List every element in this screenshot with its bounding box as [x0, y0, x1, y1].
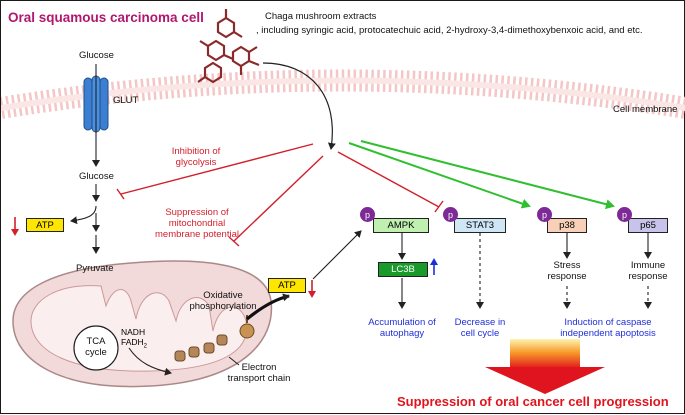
chaga-compound-structure	[197, 9, 260, 84]
outcome-cell-cycle-line1: Decrease in	[454, 317, 506, 328]
etc-label-line1: Electron	[241, 362, 277, 373]
extract-compounds: , including syringic acid, protocatechui…	[256, 25, 643, 36]
outcome-apoptosis-line2: independent apoptosis	[560, 327, 656, 339]
ampk-phospho-label: p	[364, 209, 370, 220]
nadh-fadh2-label: NADH FADH2	[121, 327, 148, 351]
atp-left-label: ATP	[36, 219, 54, 231]
downstream-arrows	[398, 233, 652, 309]
tca-label: TCA cycle	[81, 336, 111, 359]
outcome-autophagy-line2: autophagy	[379, 327, 425, 339]
glucose-intracellular-label: Glucose	[79, 171, 114, 182]
glut-label: GLUT	[113, 95, 139, 106]
lc3b-increase-arrow	[430, 258, 438, 275]
outcome-apoptosis: Induction of caspase independent apoptos…	[543, 317, 673, 340]
stat3-box: STAT3	[454, 218, 506, 233]
stress-response-line2: response	[547, 270, 587, 282]
extract-name: Chaga mushroom extracts	[265, 11, 377, 22]
p65-box: p65	[628, 218, 668, 233]
inhibition-glycolysis-label: Inhibition of glycolysis	[153, 146, 239, 169]
pyruvate-label: Pyruvate	[76, 263, 114, 274]
p65-phospho-badge: p	[617, 207, 632, 222]
stress-response-label: Stress response	[537, 260, 597, 283]
tca-label-line2: cycle	[85, 346, 107, 358]
immune-response-line2: response	[628, 270, 668, 282]
p38-label: p38	[559, 220, 575, 231]
extract-entry-arrow	[262, 62, 336, 150]
p65-label: p65	[640, 220, 656, 231]
oxphos-to-atp-arrow	[245, 293, 290, 321]
cell-membrane-label: Cell membrane	[613, 104, 678, 115]
atp-box-left: ATP	[26, 218, 64, 232]
suppression-mmp-line1: Suppression of	[165, 207, 229, 218]
stat3-phospho-label: p	[447, 209, 453, 220]
p38-phospho-badge: p	[537, 207, 552, 222]
final-outcome-arrow	[485, 339, 605, 394]
stat3-phospho-badge: p	[443, 207, 458, 222]
p65-phospho-label: p	[621, 209, 627, 220]
p38-box: p38	[547, 218, 587, 233]
suppression-mmp-line3: membrane potential	[155, 228, 239, 240]
atp-decrease-arrow-left	[11, 217, 19, 236]
ampk-label: AMPK	[387, 220, 415, 231]
oxphos-label-line1: Oxidative	[203, 290, 243, 301]
outcome-autophagy-line1: Accumulation of	[368, 317, 436, 328]
oxphos-label: Oxidative phosphorylation	[183, 290, 263, 313]
outcome-cell-cycle: Decrease in cell cycle	[440, 317, 520, 340]
final-outcome-text: Suppression of oral cancer cell progress…	[397, 394, 669, 409]
immune-response-label: Immune response	[618, 260, 678, 283]
atp-decrease-arrow-right	[308, 280, 316, 298]
inhibition-glycolysis-line1: Inhibition of	[171, 146, 221, 157]
tca-cycle	[73, 325, 119, 371]
immune-response-line1: Immune	[630, 260, 666, 271]
oxphos-label-line2: phosphorylation	[189, 300, 257, 312]
fadh2-subscript: 2	[143, 343, 148, 350]
glucose-extracellular-label: Glucose	[79, 50, 114, 61]
inhibition-lines	[116, 143, 444, 247]
outcome-autophagy: Accumulation of autophagy	[347, 317, 457, 340]
atp-box-right: ATP	[268, 278, 306, 293]
suppression-mmp-label: Suppression of mitochondrial membrane po…	[147, 207, 247, 241]
outcome-apoptosis-line1: Induction of caspase	[564, 317, 652, 328]
lc3b-label: LC3B	[391, 264, 415, 275]
ampk-phospho-badge: p	[360, 207, 375, 222]
fadh2-label: FADH2	[121, 336, 148, 351]
activation-arrows	[348, 140, 615, 210]
nadh-label: NADH	[121, 327, 146, 337]
outcome-cell-cycle-line2: cell cycle	[460, 327, 500, 339]
ampk-box: AMPK	[373, 218, 429, 233]
fadh2-text: FADH	[121, 336, 144, 347]
diagram-title: Oral squamous carcinoma cell	[8, 10, 204, 25]
atp-to-ampk-arrow	[312, 230, 362, 280]
inhibition-glycolysis-line2: glycolysis	[175, 156, 217, 168]
stress-response-line1: Stress	[553, 260, 581, 271]
etc-label: Electron transport chain	[209, 362, 309, 385]
atp-right-label: ATP	[278, 280, 296, 291]
tca-label-line1: TCA	[86, 336, 106, 347]
stat3-label: STAT3	[465, 220, 495, 231]
lc3b-box: LC3B	[378, 262, 428, 277]
suppression-mmp-line2: mitochondrial	[168, 217, 226, 229]
p38-phospho-label: p	[541, 209, 547, 220]
etc-label-line2: transport chain	[227, 372, 291, 384]
